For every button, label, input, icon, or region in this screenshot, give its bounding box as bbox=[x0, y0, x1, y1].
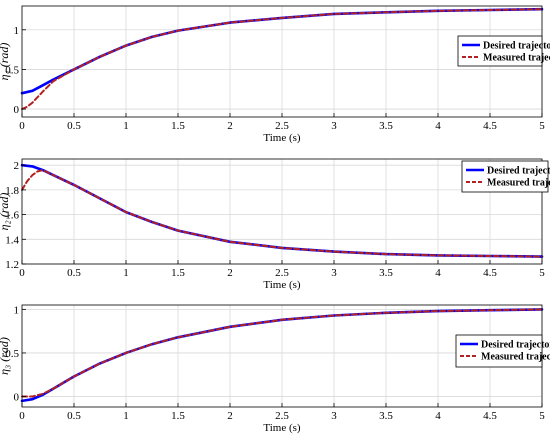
x-tick-label: 1 bbox=[123, 267, 129, 279]
subplot-1: 0 0.5 1 1.5 2 2.5 3 3.5 4 4.5 5 0 0.5 1 Time (s) η₁ (ra… bbox=[0, 5, 550, 144]
x-tick-label: 0 bbox=[19, 267, 25, 279]
x-tick-label: 1 bbox=[123, 410, 129, 422]
y-tick-label: 1.8 bbox=[5, 185, 19, 197]
x-tick-label: 1.5 bbox=[171, 267, 185, 279]
y-tick-label: 0 bbox=[14, 392, 20, 404]
x-axis-label: Time (s) bbox=[263, 279, 301, 291]
y-tick-label: 1.4 bbox=[5, 234, 19, 246]
x-tick-label: 4 bbox=[435, 267, 441, 279]
x-tick-label: 1.5 bbox=[171, 410, 185, 422]
x-tick-label: 3 bbox=[331, 120, 337, 132]
series-line-measured bbox=[21, 8, 543, 111]
x-tick-label: 5 bbox=[539, 410, 545, 422]
legend-label-measured: Measured trajectory bbox=[481, 352, 550, 363]
x-tick-label: 0 bbox=[19, 410, 25, 422]
legend: Desired trajectoryMeasured trajectory bbox=[455, 334, 550, 368]
x-tick-label: 5 bbox=[539, 267, 545, 279]
legend-box bbox=[457, 35, 543, 67]
x-tick-label: 1 bbox=[123, 120, 129, 132]
x-tick-label: 2 bbox=[227, 267, 233, 279]
x-tick-label: 1.5 bbox=[171, 120, 185, 132]
series-line-measured bbox=[21, 308, 543, 398]
legend-label-measured: Measured trajectory bbox=[487, 178, 550, 189]
y-axis-label: η₁ (rad) bbox=[0, 43, 11, 81]
x-tick-label: 4 bbox=[435, 120, 441, 132]
subplot-2: 0 0.5 1 1.5 2 2.5 3 3.5 4 4.5 5 1.2 1.4 1.6 1.8 2 Time (… bbox=[0, 158, 550, 291]
x-tick-label: 4 bbox=[435, 410, 441, 422]
x-tick-label: 4.5 bbox=[483, 267, 497, 279]
subplots: 0 0.5 1 1.5 2 2.5 3 3.5 4 4.5 5 0 0.5 1 Time (s) η₁ (ra… bbox=[0, 5, 550, 434]
y-tick-label: 2 bbox=[14, 160, 20, 172]
y-axis-label: η₃ (rad) bbox=[0, 337, 11, 375]
legend-label-desired: Desired trajectory bbox=[483, 41, 550, 52]
x-tick-label: 5 bbox=[539, 120, 545, 132]
legend-box bbox=[455, 334, 543, 368]
legend-box bbox=[461, 160, 549, 193]
x-tick-label: 3.5 bbox=[379, 267, 393, 279]
x-tick-label: 0.5 bbox=[67, 410, 81, 422]
x-tick-label: 3.5 bbox=[379, 120, 393, 132]
x-tick-label: 4.5 bbox=[483, 120, 497, 132]
x-tick-label: 4.5 bbox=[483, 410, 497, 422]
x-tick-label: 2 bbox=[227, 410, 233, 422]
x-tick-label: 2.5 bbox=[275, 267, 289, 279]
y-tick-label: 1 bbox=[14, 304, 20, 316]
y-tick-label: 0.5 bbox=[5, 348, 19, 360]
x-tick-label: 2.5 bbox=[275, 120, 289, 132]
x-tick-label: 2 bbox=[227, 120, 233, 132]
x-tick-label: 3.5 bbox=[379, 410, 393, 422]
x-axis-label: Time (s) bbox=[263, 422, 301, 434]
x-tick-label: 0 bbox=[19, 120, 25, 132]
x-tick-label: 0.5 bbox=[67, 120, 81, 132]
y-tick-label: 1.6 bbox=[5, 210, 19, 222]
y-tick-label: 0.5 bbox=[5, 64, 19, 76]
y-tick-label: 1.2 bbox=[5, 259, 19, 271]
legend-label-desired: Desired trajectory bbox=[481, 340, 550, 351]
legend-label-measured: Measured trajectory bbox=[483, 53, 550, 64]
x-tick-label: 0.5 bbox=[67, 267, 81, 279]
series-line-measured bbox=[21, 169, 543, 258]
x-tick-label: 3 bbox=[331, 410, 337, 422]
legend: Desired trajectoryMeasured trajectory bbox=[457, 35, 550, 67]
legend-label-desired: Desired trajectory bbox=[487, 166, 550, 177]
legend: Desired trajectoryMeasured trajectory bbox=[461, 160, 550, 193]
x-axis-label: Time (s) bbox=[263, 132, 301, 144]
y-tick-label: 0 bbox=[14, 104, 20, 116]
y-axis-label: η₂ (rad) bbox=[0, 193, 11, 231]
x-tick-label: 2.5 bbox=[275, 410, 289, 422]
x-tick-label: 3 bbox=[331, 267, 337, 279]
y-tick-label: 1 bbox=[14, 25, 20, 37]
subplot-3: 0 0.5 1 1.5 2 2.5 3 3.5 4 4.5 5 0 0.5 1 Time (s) η₃ (ra… bbox=[0, 304, 550, 434]
